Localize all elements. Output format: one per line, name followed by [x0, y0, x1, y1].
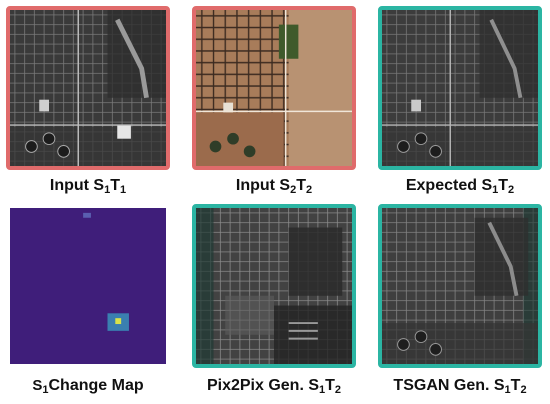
caption-tsgan: TSGAN Gen. S1T2 [393, 377, 527, 396]
caption-input-s2t2: Input S2T2 [235, 177, 313, 196]
caption-change-map: S1Change Map [32, 377, 144, 396]
caption-pix2pix: Pix2Pix Gen. S1T2 [206, 377, 342, 396]
pix2pix-generated-image [192, 204, 356, 368]
tsgan-generated-image [378, 204, 542, 368]
caption-expected-s1t2: Expected S1T2 [405, 177, 515, 196]
change-map-image [6, 204, 170, 368]
caption-input-s1t1: Input S1T1 [49, 177, 127, 196]
input-s2t2-image [192, 6, 356, 170]
expected-s1t2-image [378, 6, 542, 170]
input-s1t1-image [6, 6, 170, 170]
